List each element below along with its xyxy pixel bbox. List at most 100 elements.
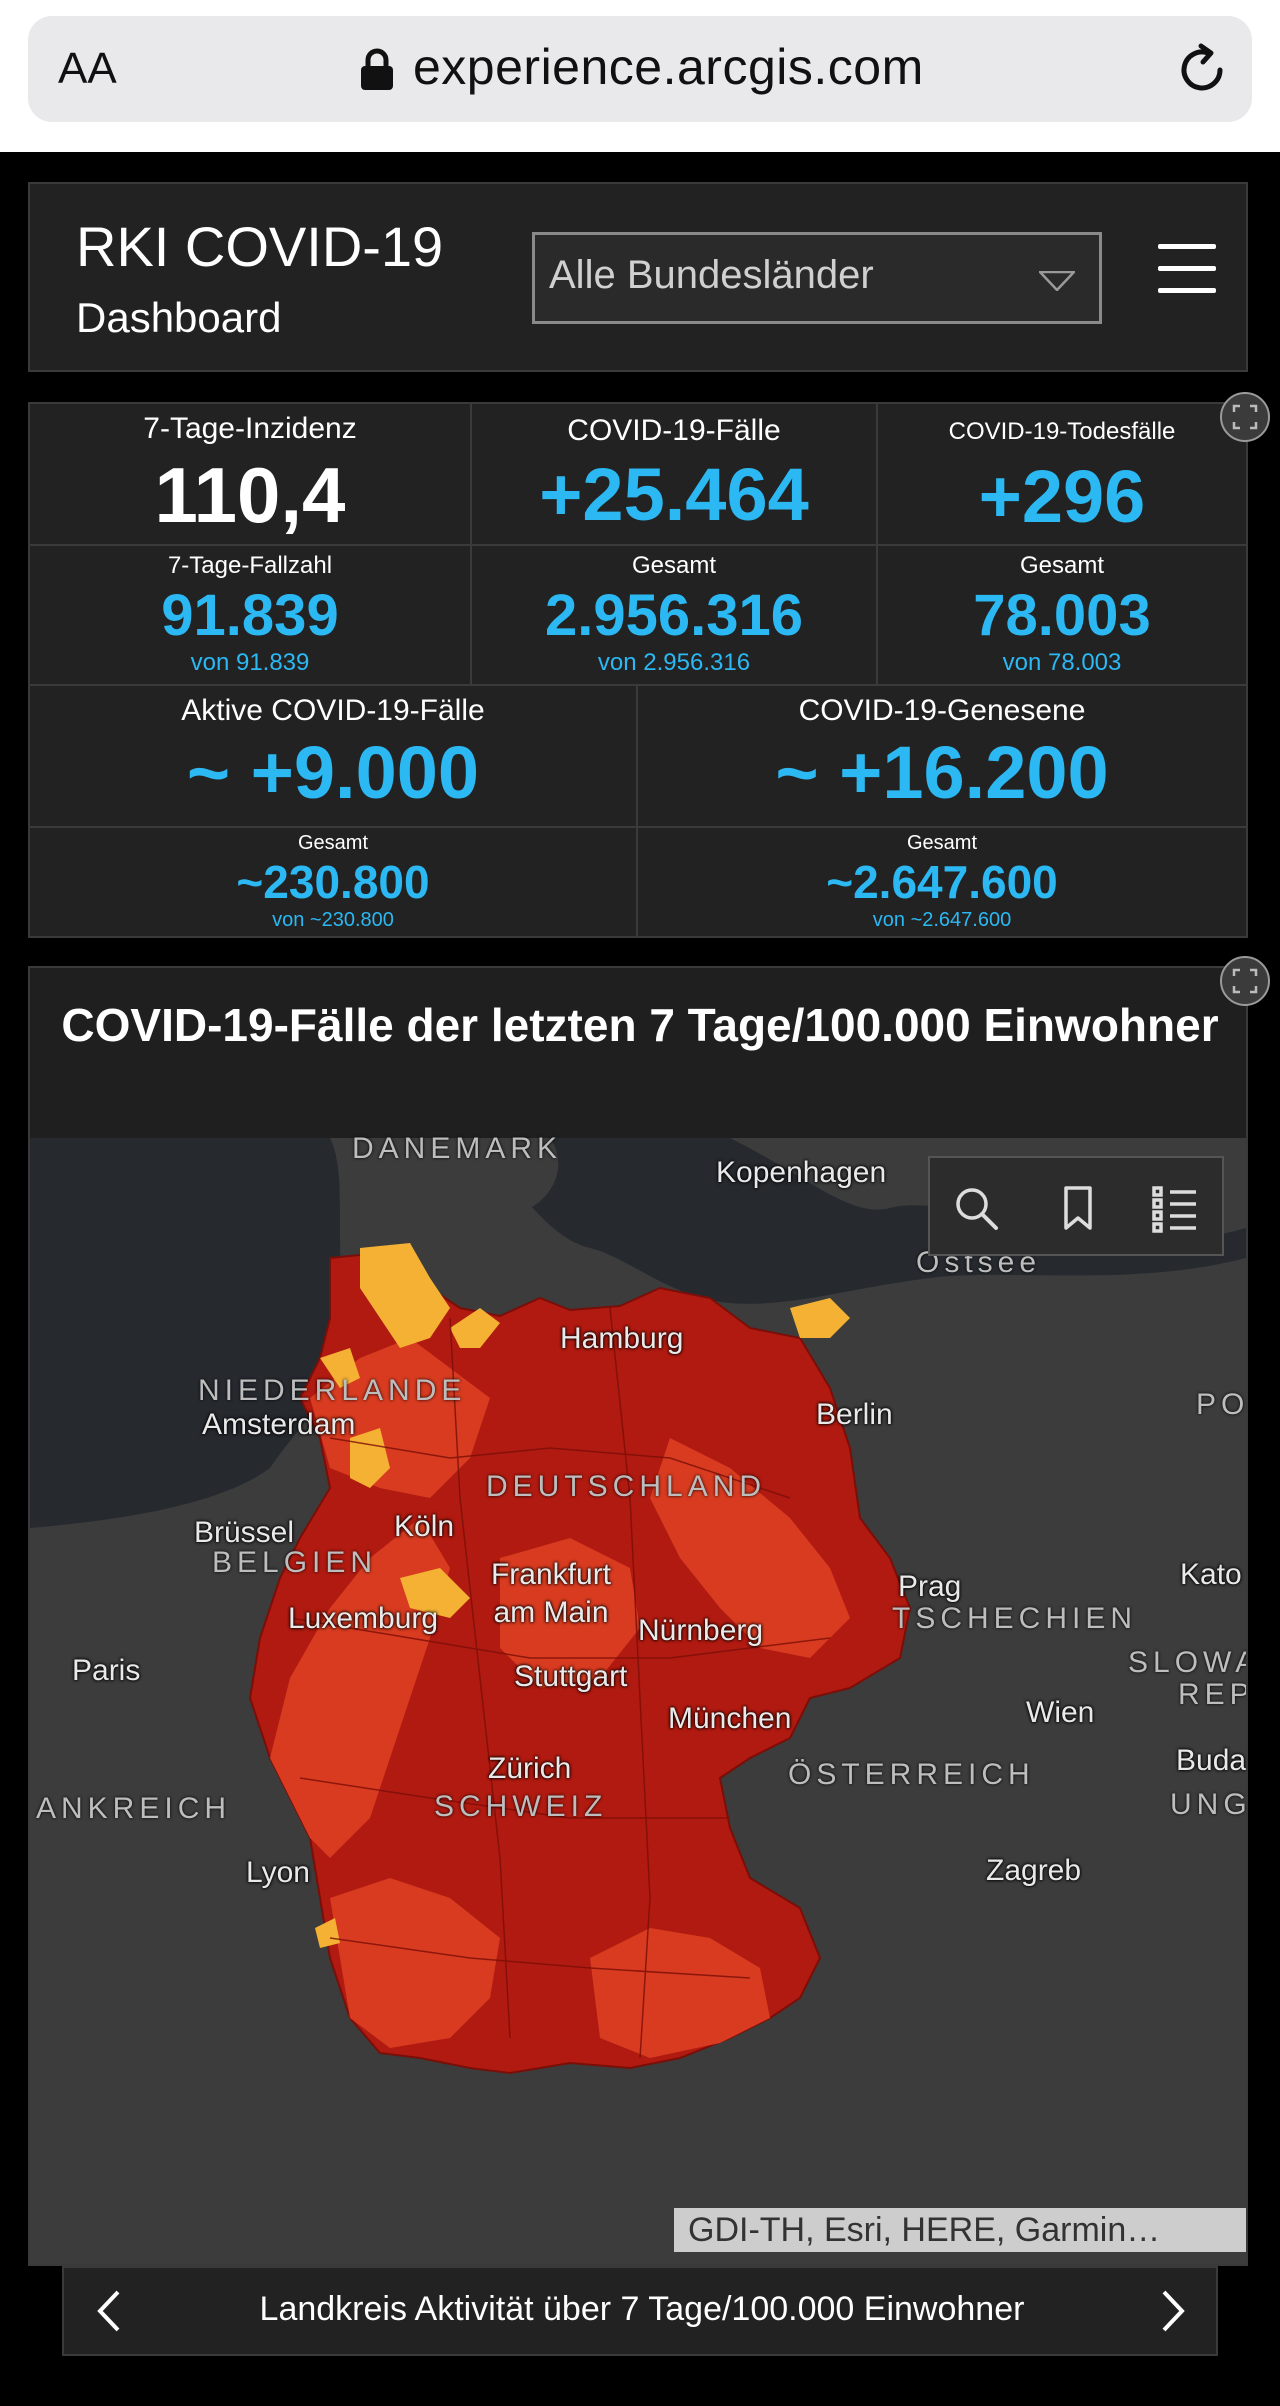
label-hamburg: Hamburg <box>560 1322 684 1355</box>
dashboard-header: RKI COVID-19 Dashboard Alle Bundesländer <box>28 182 1248 372</box>
label-kato: Kato <box>1180 1558 1242 1591</box>
tode-gesamt-label: Gesamt <box>1019 552 1105 579</box>
aktive-card: Aktive COVID-19-Fälle ~ +9.000 <box>30 686 638 828</box>
label-nuernberg: Nürnberg <box>638 1614 764 1647</box>
genesene-value: ~ +16.200 <box>775 731 1109 814</box>
aktive-gesamt-sub: von ~230.800 <box>272 909 394 931</box>
label-ankreich: ANKREICH <box>36 1792 232 1825</box>
map-attribution[interactable]: GDI-TH, Esri, HERE, Garmin… <box>674 2208 1246 2252</box>
search-icon[interactable] <box>950 1182 1002 1234</box>
faelle-label: COVID-19-Fälle <box>567 414 781 447</box>
label-ung: UNG <box>1170 1788 1248 1821</box>
dashboard-subtitle: Dashboard <box>76 294 282 341</box>
text-size-button[interactable]: AA <box>58 44 117 94</box>
tode-gesamt-card: Gesamt 78.003 von 78.003 <box>878 546 1246 686</box>
map-title: COVID-19-Fälle der letzten 7 Tage/100.00… <box>61 999 1219 1051</box>
inzidenz-label: 7-Tage-Inzidenz <box>143 412 357 445</box>
aktive-gesamt-value: ~230.800 <box>236 856 430 908</box>
legend-list-icon[interactable] <box>1150 1182 1202 1234</box>
genesene-gesamt-value: ~2.647.600 <box>826 856 1058 908</box>
faelle-gesamt-card: Gesamt 2.956.316 von 2.956.316 <box>472 546 878 686</box>
inzidenz-card: 7-Tage-Inzidenz 110,4 <box>30 404 472 546</box>
label-belgien: BELGIEN <box>212 1546 378 1579</box>
url-text: experience.arcgis.com <box>413 39 924 95</box>
fallzahl-card: 7-Tage-Fallzahl 91.839 von 91.839 <box>30 546 472 686</box>
germany-mid-southeast <box>590 1928 770 2058</box>
genesene-label: COVID-19-Genesene <box>798 694 1086 727</box>
germany-mid-east <box>650 1438 850 1658</box>
tode-gesamt-value: 78.003 <box>973 583 1151 648</box>
label-daenemark: DANEMARK <box>352 1132 563 1165</box>
label-slowa: SLOWA <box>1128 1646 1248 1679</box>
menu-icon[interactable] <box>1158 244 1216 294</box>
chevron-down-icon <box>1039 271 1075 291</box>
label-luxemburg: Luxemburg <box>288 1602 439 1635</box>
todesfaelle-value: +296 <box>978 455 1146 538</box>
stats-panel: 7-Tage-Inzidenz 110,4 COVID-19-Fälle +25… <box>28 402 1248 938</box>
label-oesterreich: ÖSTERREICH <box>788 1758 1035 1791</box>
inzidenz-value: 110,4 <box>154 451 346 539</box>
label-lyon: Lyon <box>246 1856 310 1889</box>
germany-mid-south <box>330 1878 500 2048</box>
label-kopenhagen: Kopenhagen <box>716 1156 887 1189</box>
label-koeln: Köln <box>394 1510 455 1543</box>
label-po: PO <box>1196 1388 1248 1421</box>
fallzahl-sub: von 91.839 <box>190 649 310 676</box>
label-muenchen: München <box>668 1702 792 1735</box>
tode-gesamt-sub: von 78.003 <box>1002 649 1122 676</box>
schleswig-low <box>360 1243 450 1348</box>
label-deutschland: DEUTSCHLAND <box>486 1470 767 1503</box>
todesfaelle-label: COVID-19-Todesfälle <box>948 418 1176 445</box>
niedersachsen-low <box>400 1568 470 1618</box>
label-frankfurt: Frankfurt am Main <box>490 1558 612 1629</box>
label-berlin: Berlin <box>816 1398 893 1431</box>
label-bruessel: Brüssel <box>194 1516 295 1549</box>
expand-map-icon[interactable] <box>1220 956 1270 1006</box>
label-stuttgart: Stuttgart <box>514 1660 628 1693</box>
genesene-gesamt-sub: von ~2.647.600 <box>872 909 1012 931</box>
faelle-gesamt-value: 2.956.316 <box>544 583 804 648</box>
label-zagreb: Zagreb <box>986 1854 1082 1887</box>
label-paris: Paris <box>72 1654 141 1687</box>
ostfriesland-low <box>320 1348 360 1388</box>
expand-stats-icon[interactable] <box>1220 392 1270 442</box>
carousel-title: Landkreis Aktivität über 7 Tage/100.000 … <box>259 2290 1025 2328</box>
label-rep: REP <box>1178 1678 1248 1711</box>
map-panel: COVID-19-Fälle der letzten 7 Tage/100.00… <box>28 966 1248 2266</box>
aktive-gesamt-card: Gesamt ~230.800 von ~230.800 <box>30 828 638 936</box>
north-sea <box>30 1138 350 1528</box>
reload-icon[interactable] <box>1174 42 1230 98</box>
label-schweiz: SCHWEIZ <box>434 1790 608 1823</box>
faelle-card: COVID-19-Fälle +25.464 <box>472 404 878 546</box>
map-toolbar <box>928 1156 1224 1256</box>
aktive-value: ~ +9.000 <box>186 731 480 814</box>
chevron-right-icon[interactable] <box>1158 2288 1188 2334</box>
address-bar[interactable]: AA experience.arcgis.com <box>28 16 1252 122</box>
fallzahl-value: 91.839 <box>161 583 339 648</box>
browser-bar: AA experience.arcgis.com <box>0 0 1280 152</box>
text-size-label: AA <box>58 44 117 93</box>
genesene-card: COVID-19-Genesene ~ +16.200 <box>638 686 1246 828</box>
denmark-land <box>330 1138 559 1242</box>
label-tschechien: TSCHECHIEN <box>892 1602 1138 1635</box>
label-amsterdam: Amsterdam <box>202 1408 356 1441</box>
todesfaelle-card: COVID-19-Todesfälle +296 <box>878 404 1246 546</box>
germany-mid-west <box>270 1518 450 1858</box>
chevron-left-icon[interactable] <box>94 2288 124 2334</box>
label-buda: Buda <box>1176 1744 1247 1777</box>
fallzahl-label: 7-Tage-Fallzahl <box>167 552 333 579</box>
region-select[interactable]: Alle Bundesländer <box>532 232 1102 324</box>
vorpommern-low <box>790 1298 850 1338</box>
lock-icon <box>361 48 393 90</box>
aktive-label: Aktive COVID-19-Fälle <box>181 694 485 727</box>
faelle-gesamt-label: Gesamt <box>631 552 717 579</box>
map-carousel: Landkreis Aktivität über 7 Tage/100.000 … <box>62 2266 1218 2356</box>
nordfriesland-low <box>450 1308 500 1348</box>
saarland-low <box>315 1918 340 1948</box>
germany-mid-center <box>500 1538 640 1688</box>
map-canvas[interactable]: DANEMARK Kopenhagen Ostsee Hamburg NIEDE… <box>30 1132 1248 2264</box>
faelle-gesamt-sub: von 2.956.316 <box>597 649 751 676</box>
label-prag: Prag <box>898 1570 962 1603</box>
bookmark-icon[interactable] <box>1052 1182 1104 1234</box>
region-select-value: Alle Bundesländer <box>549 253 874 297</box>
